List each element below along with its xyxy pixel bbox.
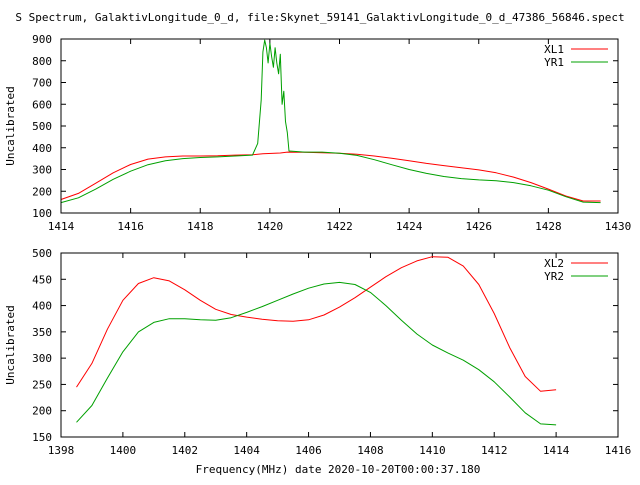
y-tick-label: 600 <box>32 98 52 111</box>
y-tick-label: 200 <box>32 405 52 418</box>
y-tick-label: 500 <box>32 247 52 260</box>
legend-label: YR2 <box>544 270 564 283</box>
x-tick-label: 1430 <box>605 220 632 233</box>
chart-title: S Spectrum, GalaktivLongitude_0_d, file:… <box>15 11 624 24</box>
x-tick-label: 1398 <box>48 444 75 457</box>
y-tick-label: 700 <box>32 77 52 90</box>
y-tick-label: 500 <box>32 120 52 133</box>
chart-panel-1: 1414 1416 1418 1420 1422 1424 1426 1428 1430 100 2… <box>4 33 631 233</box>
y-tick-label: 900 <box>32 33 52 46</box>
plot-frame <box>60 252 619 438</box>
y-tick-label: 800 <box>32 55 52 68</box>
x-tick-label: 1416 <box>605 444 632 457</box>
x-tick-label: 1404 <box>233 444 260 457</box>
x-tick-label: 1412 <box>481 444 508 457</box>
x-tick-label: 1406 <box>295 444 322 457</box>
y-tick-label: 300 <box>32 164 52 177</box>
series-line-yr1 <box>60 39 601 204</box>
x-tick-label: 1426 <box>466 220 493 233</box>
series-line-yr2 <box>76 281 557 426</box>
y-tick-label: 450 <box>32 273 52 286</box>
x-tick-label: 1416 <box>117 220 144 233</box>
y-tick-label: 250 <box>32 378 52 391</box>
x-tick-label: 1414 <box>48 220 75 233</box>
y-tick-label: 200 <box>32 185 52 198</box>
x-tick-label: 1420 <box>257 220 284 233</box>
y-tick-label: 400 <box>32 300 52 313</box>
x-tick-label: 1408 <box>357 444 384 457</box>
y-axis-label: Uncalibrated <box>4 86 17 165</box>
x-tick-label: 1410 <box>419 444 446 457</box>
x-tick-label: 1418 <box>187 220 214 233</box>
x-tick-label: 1422 <box>326 220 353 233</box>
series-line-xl1 <box>60 151 601 202</box>
plot-frame <box>60 38 619 214</box>
legend-label: XL2 <box>544 257 564 270</box>
legend-label: XL1 <box>544 43 564 56</box>
x-tick-label: 1414 <box>543 444 570 457</box>
chart-panel-2: 1398 1400 1402 1404 1406 1408 1410 1412 1414 1416… <box>4 247 631 457</box>
chart-panels: 1414 1416 1418 1420 1422 1424 1426 1428 1430 100 2… <box>4 33 631 457</box>
x-tick-label: 1402 <box>172 444 199 457</box>
legend-label: YR1 <box>544 56 564 69</box>
x-tick-label: 1428 <box>535 220 562 233</box>
y-tick-label: 100 <box>32 207 52 220</box>
x-axis-label: Frequency(MHz) date 2020-10-20T00:00:37.… <box>196 463 481 476</box>
x-tick-label: 1424 <box>396 220 423 233</box>
y-tick-label: 400 <box>32 142 52 155</box>
x-tick-label: 1400 <box>110 444 137 457</box>
series-line-xl2 <box>76 256 557 392</box>
y-tick-label: 300 <box>32 352 52 365</box>
y-tick-label: 150 <box>32 431 52 444</box>
y-axis-label: Uncalibrated <box>4 305 17 384</box>
y-tick-label: 350 <box>32 326 52 339</box>
